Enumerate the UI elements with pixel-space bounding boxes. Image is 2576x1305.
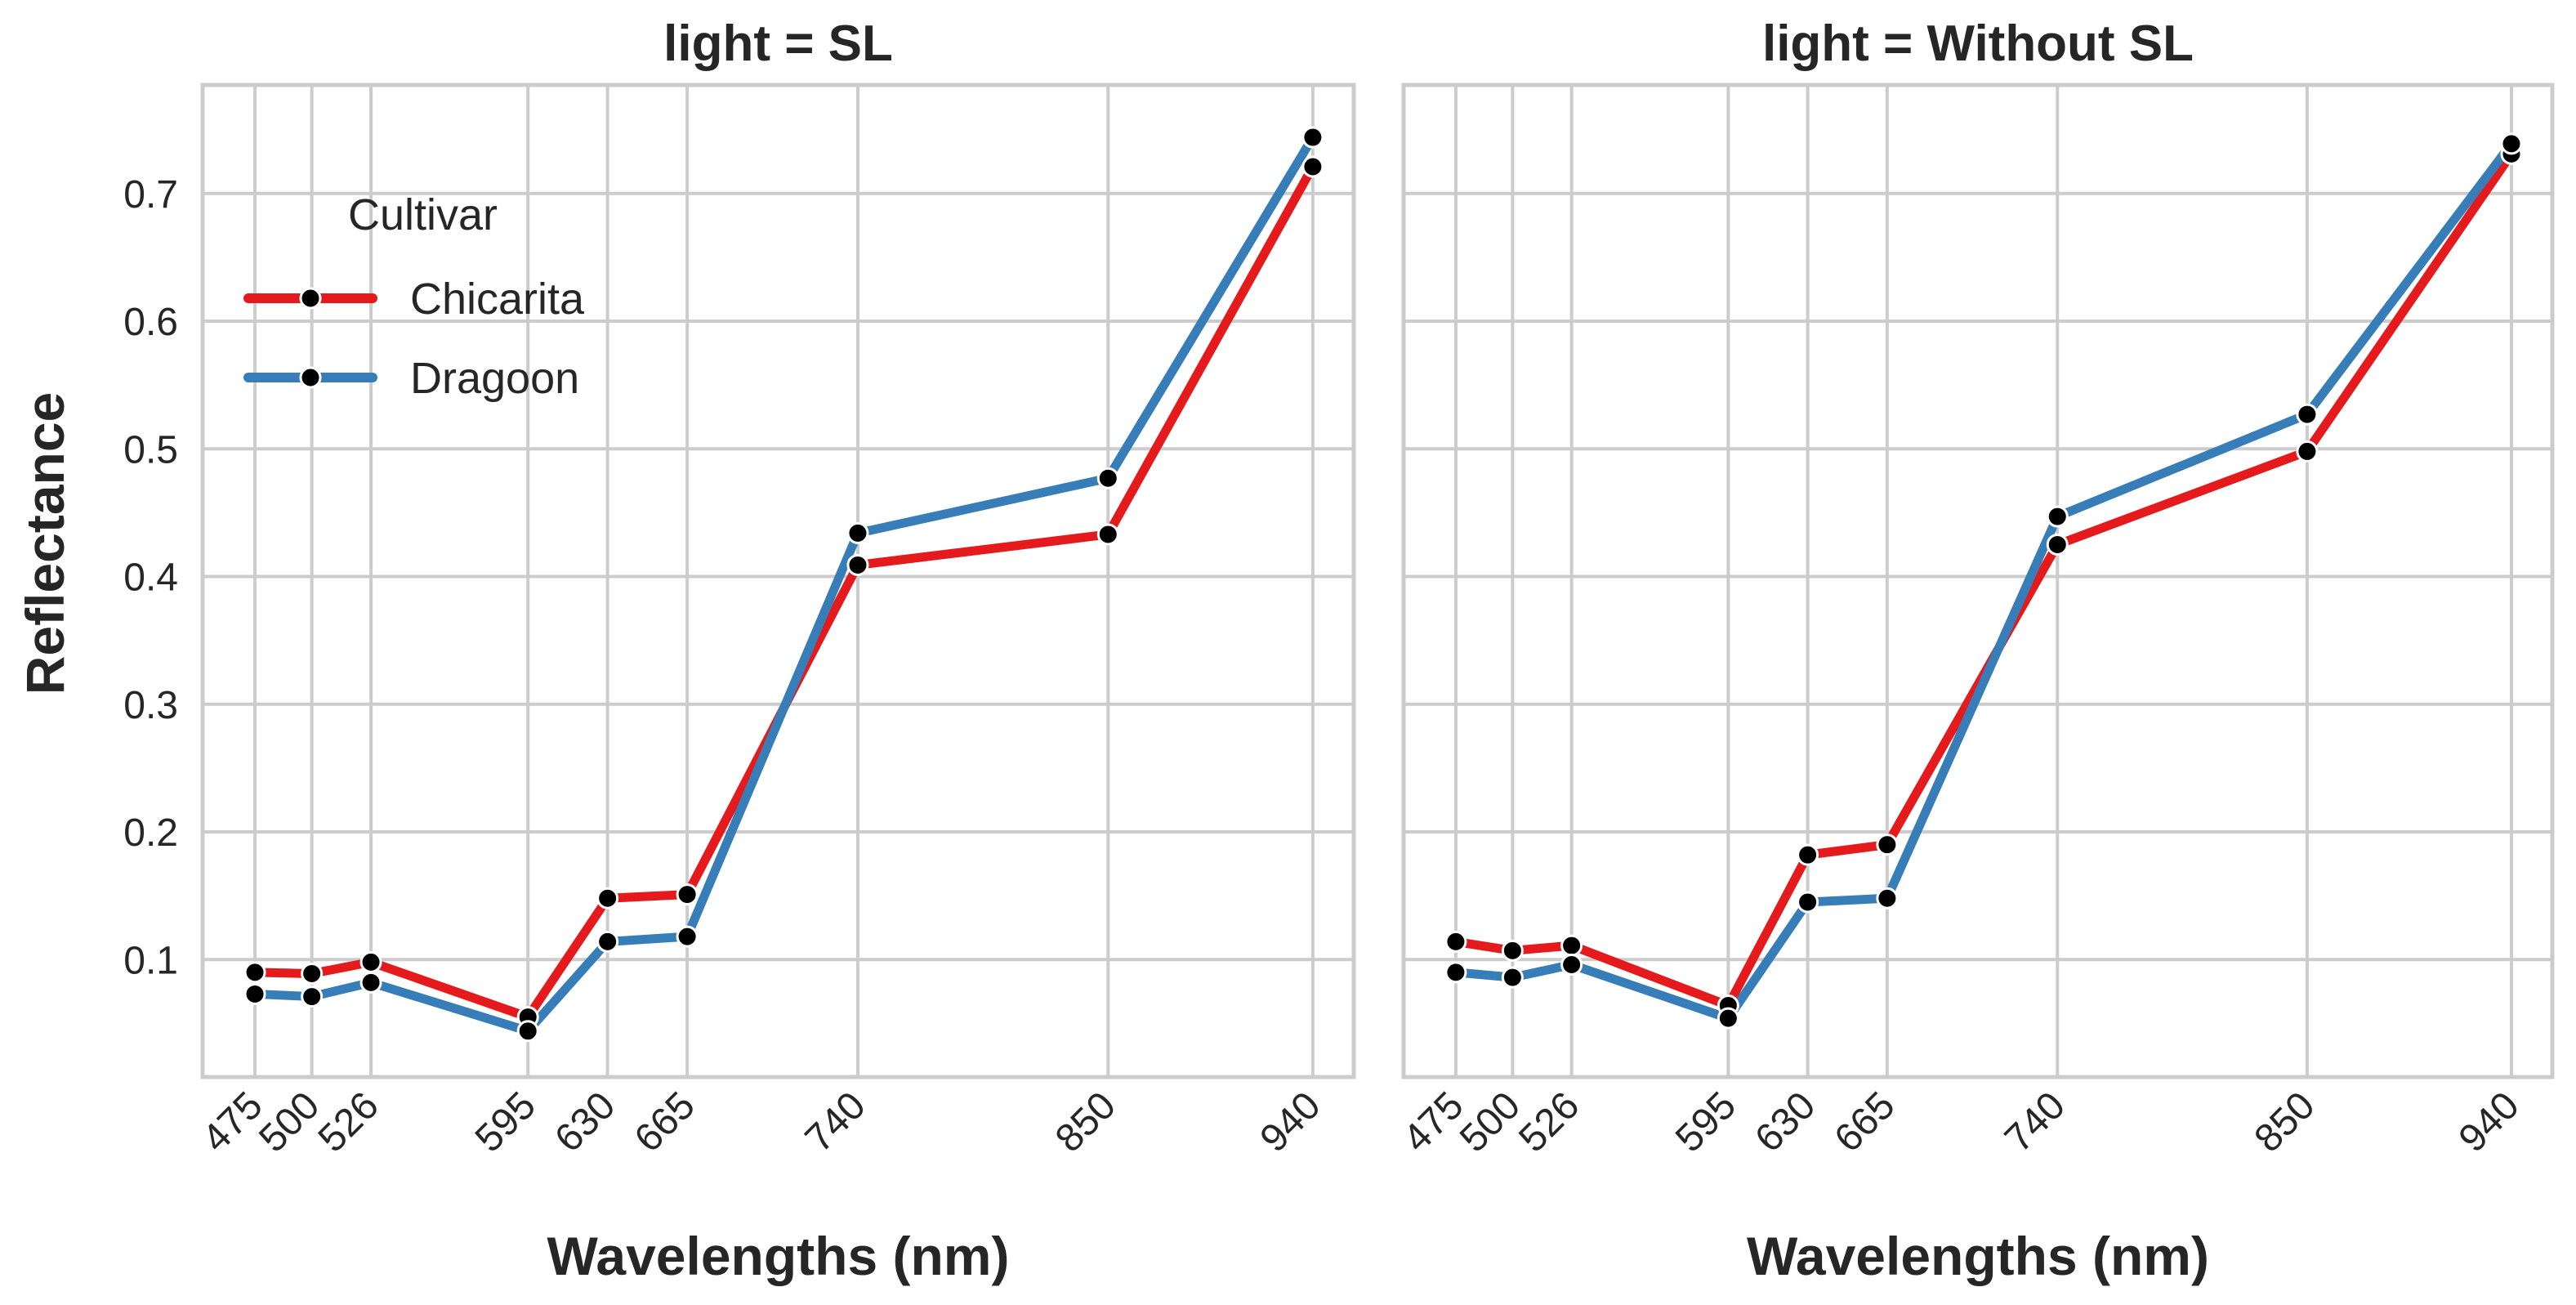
data-point-dragoon bbox=[359, 971, 382, 994]
x-axis-label: Wavelengths (nm) bbox=[547, 1226, 1010, 1286]
x-tick-label: 526 bbox=[1511, 1084, 1587, 1160]
x-tick-label: 595 bbox=[1667, 1084, 1744, 1160]
data-point-dragoon bbox=[1876, 887, 1899, 909]
y-tick-label: 0.3 bbox=[123, 684, 178, 727]
y-axis-label: Reflectance bbox=[15, 392, 75, 695]
legend-label-chicarita: Chicarita bbox=[410, 275, 585, 324]
legend-marker-chicarita bbox=[299, 287, 322, 310]
x-axis-label: Wavelengths (nm) bbox=[1747, 1226, 2209, 1286]
y-tick-label: 0.2 bbox=[123, 811, 178, 855]
data-point-dragoon bbox=[676, 925, 699, 948]
data-point-chicarita bbox=[2046, 533, 2069, 556]
y-tick-label: 0.4 bbox=[123, 556, 178, 600]
legend-title: Cultivar bbox=[348, 190, 498, 239]
series-line-dragoon bbox=[250, 132, 1318, 1036]
data-point-chicarita bbox=[301, 962, 324, 985]
data-point-chicarita bbox=[1301, 155, 1324, 178]
legend-marker-dragoon bbox=[299, 366, 322, 389]
x-tick-label: 850 bbox=[2247, 1084, 2324, 1160]
data-point-dragoon bbox=[516, 1020, 539, 1043]
x-tick-label: 850 bbox=[1047, 1084, 1124, 1160]
x-tick-label: 665 bbox=[1827, 1084, 1904, 1160]
series-line-chicarita bbox=[1451, 149, 2516, 1011]
panel-title: light = Without SL bbox=[1762, 16, 2194, 72]
series-line-dragoon bbox=[1451, 139, 2516, 1023]
data-point-dragoon bbox=[2296, 403, 2319, 426]
x-tick-label: 740 bbox=[797, 1084, 874, 1160]
data-point-dragoon bbox=[243, 982, 266, 1005]
data-point-chicarita bbox=[1797, 843, 1819, 866]
data-point-chicarita bbox=[676, 883, 699, 906]
data-point-chicarita bbox=[243, 961, 266, 984]
x-tick-label: 665 bbox=[627, 1084, 703, 1160]
data-point-dragoon bbox=[1717, 1007, 1739, 1030]
legend-label-dragoon: Dragoon bbox=[410, 354, 579, 403]
x-tick-label: 500 bbox=[251, 1084, 328, 1160]
data-point-dragoon bbox=[2046, 505, 2069, 528]
data-point-chicarita bbox=[1444, 930, 1467, 953]
y-tick-label: 0.5 bbox=[123, 428, 178, 471]
data-point-dragoon bbox=[596, 930, 619, 953]
panel-title: light = SL bbox=[663, 16, 893, 72]
x-tick-label: 630 bbox=[547, 1084, 623, 1160]
x-tick-label: 740 bbox=[1997, 1084, 2074, 1160]
data-point-chicarita bbox=[1560, 934, 1583, 957]
plot-frame bbox=[200, 83, 1356, 1079]
x-tick-label: 940 bbox=[2451, 1084, 2528, 1160]
panel-0: light = SL0.10.20.30.40.50.60.7475500526… bbox=[123, 16, 1356, 1286]
data-point-dragoon bbox=[846, 521, 869, 544]
data-point-chicarita bbox=[846, 553, 869, 576]
data-point-chicarita bbox=[1501, 939, 1524, 962]
data-point-dragoon bbox=[1096, 467, 1119, 489]
x-tick-label: 630 bbox=[1747, 1084, 1824, 1160]
data-point-chicarita bbox=[2296, 440, 2319, 463]
x-tick-label: 595 bbox=[467, 1084, 544, 1160]
data-point-dragoon bbox=[1301, 126, 1324, 149]
x-tick-label: 500 bbox=[1452, 1084, 1529, 1160]
data-point-chicarita bbox=[359, 950, 382, 973]
x-tick-label: 526 bbox=[310, 1084, 387, 1160]
data-point-dragoon bbox=[1501, 966, 1524, 989]
data-point-dragoon bbox=[1444, 961, 1467, 984]
y-tick-label: 0.1 bbox=[123, 939, 178, 982]
plot-frame bbox=[1401, 83, 2555, 1079]
data-point-dragoon bbox=[1797, 891, 1819, 914]
data-point-dragoon bbox=[301, 985, 324, 1008]
data-point-chicarita bbox=[596, 887, 619, 909]
data-point-chicarita bbox=[1096, 523, 1119, 546]
data-point-dragoon bbox=[2500, 132, 2523, 155]
data-point-dragoon bbox=[1560, 954, 1583, 977]
y-tick-label: 0.6 bbox=[123, 301, 178, 344]
data-point-chicarita bbox=[1876, 834, 1899, 856]
x-tick-label: 940 bbox=[1252, 1084, 1329, 1160]
y-tick-label: 0.7 bbox=[123, 173, 178, 217]
legend: Cultivar Chicarita Dragoon bbox=[243, 190, 585, 403]
